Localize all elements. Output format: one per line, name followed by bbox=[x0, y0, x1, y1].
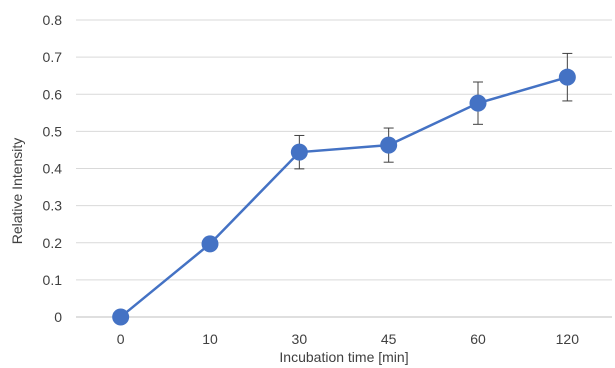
y-tick-label: 0.2 bbox=[43, 235, 63, 251]
y-tick-labels: 0 0.1 0.2 0.3 0.4 0.5 0.6 0.7 0.8 bbox=[43, 12, 63, 325]
y-tick-label: 0 bbox=[54, 309, 62, 325]
x-tick-label: 10 bbox=[202, 331, 218, 347]
y-tick-label: 0.7 bbox=[43, 49, 63, 65]
y-tick-label: 0.1 bbox=[43, 272, 63, 288]
y-tick-label: 0.4 bbox=[43, 161, 63, 177]
data-point bbox=[201, 235, 219, 253]
data-point bbox=[290, 143, 308, 161]
data-point bbox=[558, 68, 576, 86]
gridlines bbox=[76, 19, 612, 281]
x-tick-label: 30 bbox=[292, 331, 308, 347]
series-line bbox=[119, 75, 568, 318]
y-tick-label: 0.5 bbox=[43, 123, 63, 139]
x-tick-labels: 0 10 30 45 60 120 bbox=[117, 331, 579, 347]
y-tick-label: 0.3 bbox=[43, 198, 63, 214]
y-axis-label: Relative Intensity bbox=[9, 138, 25, 245]
y-tick-label: 0.8 bbox=[43, 12, 63, 28]
x-tick-label: 0 bbox=[117, 331, 125, 347]
x-tick-label: 60 bbox=[470, 331, 486, 347]
data-point bbox=[380, 136, 398, 154]
y-tick-label: 0.6 bbox=[43, 86, 63, 102]
data-points bbox=[112, 68, 576, 326]
x-tick-label: 120 bbox=[556, 331, 580, 347]
x-tick-label: 45 bbox=[381, 331, 397, 347]
x-axis-label: Incubation time [min] bbox=[279, 349, 408, 365]
data-point bbox=[112, 308, 130, 326]
data-point bbox=[469, 94, 487, 112]
